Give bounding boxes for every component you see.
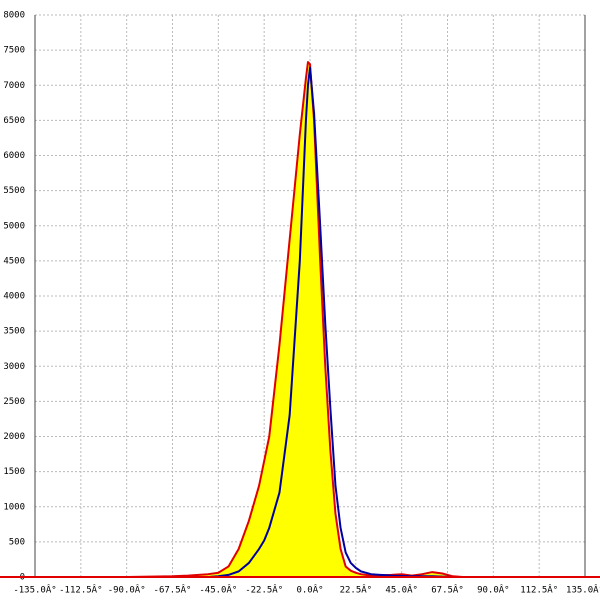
x-tick-label: 0.0Â° [296, 584, 323, 596]
x-tick-label: -135.0Â° [13, 584, 56, 596]
x-tick-label: 135.0Â° [566, 584, 600, 596]
y-tick-label: 500 [9, 537, 25, 547]
y-tick-label: 1500 [3, 467, 25, 477]
line [35, 61, 585, 578]
x-tick-label: 67.5Â° [431, 584, 464, 596]
x-tick-label: 22.5Â° [340, 584, 373, 596]
area [35, 62, 585, 577]
y-tick-label: 2500 [3, 397, 25, 407]
x-tick-label: -45.0Â° [199, 584, 237, 596]
y-tick-label: 4000 [3, 292, 25, 302]
x-tick-label: -67.5Â° [154, 584, 192, 596]
y-tick-label: 3000 [3, 362, 25, 372]
y-tick-label: 2000 [3, 432, 25, 442]
y-tick-label: 5500 [3, 186, 25, 196]
y-tick-label: 7500 [3, 46, 25, 56]
y-tick-label: 8000 [3, 11, 25, 21]
y-tick-label: 7000 [3, 81, 25, 91]
x-tick-label: 112.5Â° [520, 584, 558, 596]
y-tick-label: 6500 [3, 116, 25, 126]
x-tick-label: -22.5Â° [245, 584, 283, 596]
y-tick-label: 4500 [3, 256, 25, 266]
y-tick-label: 6000 [3, 151, 25, 161]
y-tick-label: 3500 [3, 327, 25, 337]
x-tick-label: -90.0Â° [108, 584, 146, 596]
x-tick-label: 45.0Â° [385, 584, 418, 596]
y-tick-label: 5000 [3, 221, 25, 231]
x-tick-label: -112.5Â° [59, 584, 102, 596]
x-tick-label: 90.0Â° [477, 584, 510, 596]
y-tick-label: 1000 [3, 502, 25, 512]
